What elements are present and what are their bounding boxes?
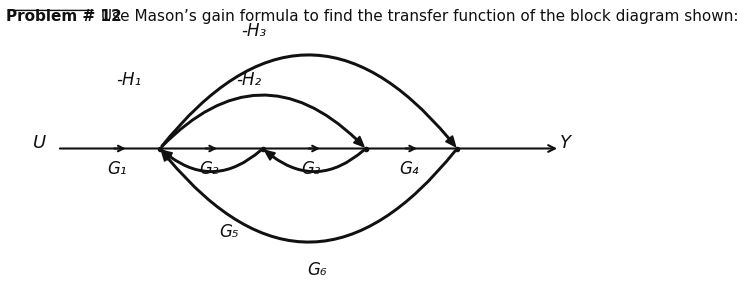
Text: -H₂: -H₂ xyxy=(236,71,261,89)
FancyArrowPatch shape xyxy=(162,150,456,243)
FancyArrowPatch shape xyxy=(162,150,261,172)
Text: U: U xyxy=(33,134,46,151)
FancyArrowPatch shape xyxy=(265,150,364,172)
FancyArrowPatch shape xyxy=(162,94,364,147)
Text: G₆: G₆ xyxy=(307,261,327,279)
Text: G₂: G₂ xyxy=(199,160,218,178)
Text: Problem # 12: Problem # 12 xyxy=(6,9,122,24)
Text: -H₁: -H₁ xyxy=(116,71,141,89)
Text: G₄: G₄ xyxy=(399,160,418,178)
Text: Y: Y xyxy=(560,134,571,151)
FancyArrowPatch shape xyxy=(162,54,455,147)
Text: -H₃: -H₃ xyxy=(241,22,267,40)
Text: G₅: G₅ xyxy=(218,223,238,241)
Text: G₁: G₁ xyxy=(108,160,127,178)
Text: Use Mason’s gain formula to find the transfer function of the block diagram show: Use Mason’s gain formula to find the tra… xyxy=(96,9,738,24)
Text: G₃: G₃ xyxy=(302,160,321,178)
